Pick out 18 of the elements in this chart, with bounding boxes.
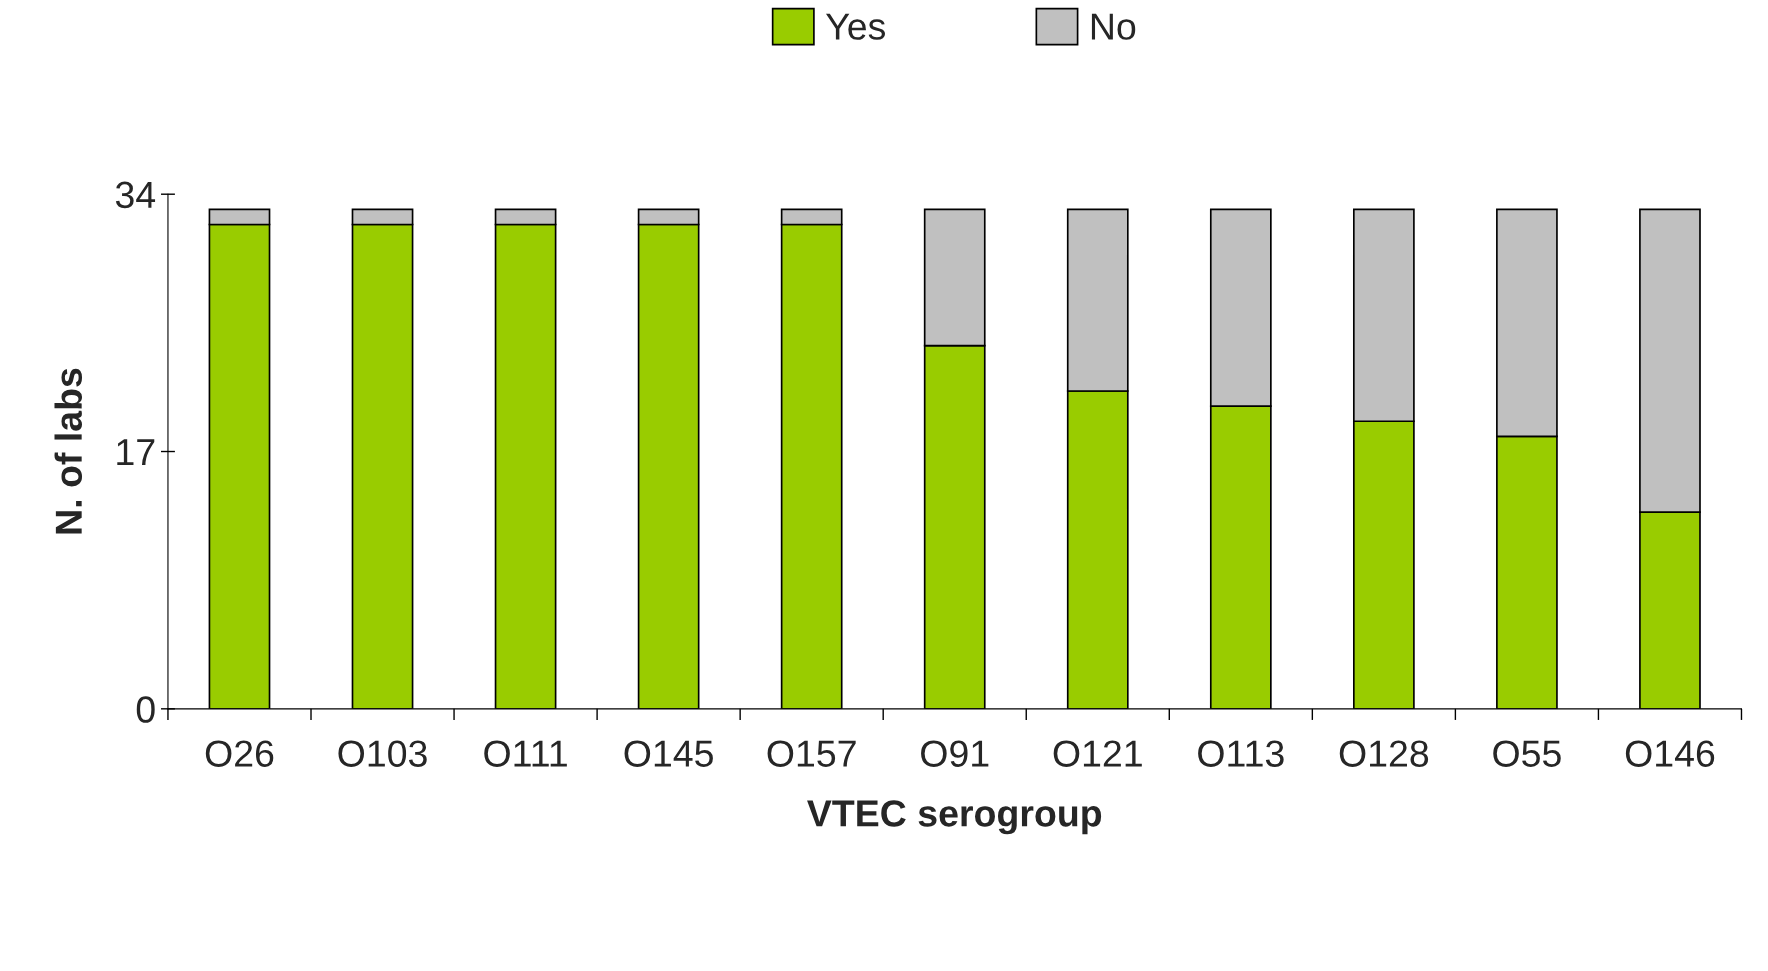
x-axis-title: VTEC serogroup — [807, 800, 1102, 835]
x-tick-label: O157 — [767, 740, 856, 767]
x-tick-label: O91 — [921, 740, 989, 767]
legend-label: No — [1091, 13, 1136, 40]
x-tick-label: O128 — [1339, 740, 1429, 767]
x-tick-label: O113 — [1198, 740, 1284, 767]
y-axis-title: N. of labs — [54, 368, 83, 534]
x-tick-label: O145 — [624, 740, 713, 767]
x-tick-label: O55 — [1493, 740, 1561, 767]
x-tick-label: O121 — [1053, 740, 1142, 767]
x-tick-label: O111 — [484, 740, 567, 767]
y-tick-label: 34 — [115, 181, 156, 209]
y-tick-label: 0 — [136, 696, 155, 723]
legend-label: Yes — [825, 13, 885, 40]
x-tick-label: O146 — [1625, 740, 1715, 767]
x-tick-label: O103 — [338, 740, 427, 767]
y-tick-label: 17 — [117, 439, 155, 466]
x-tick-label: O26 — [205, 740, 274, 767]
